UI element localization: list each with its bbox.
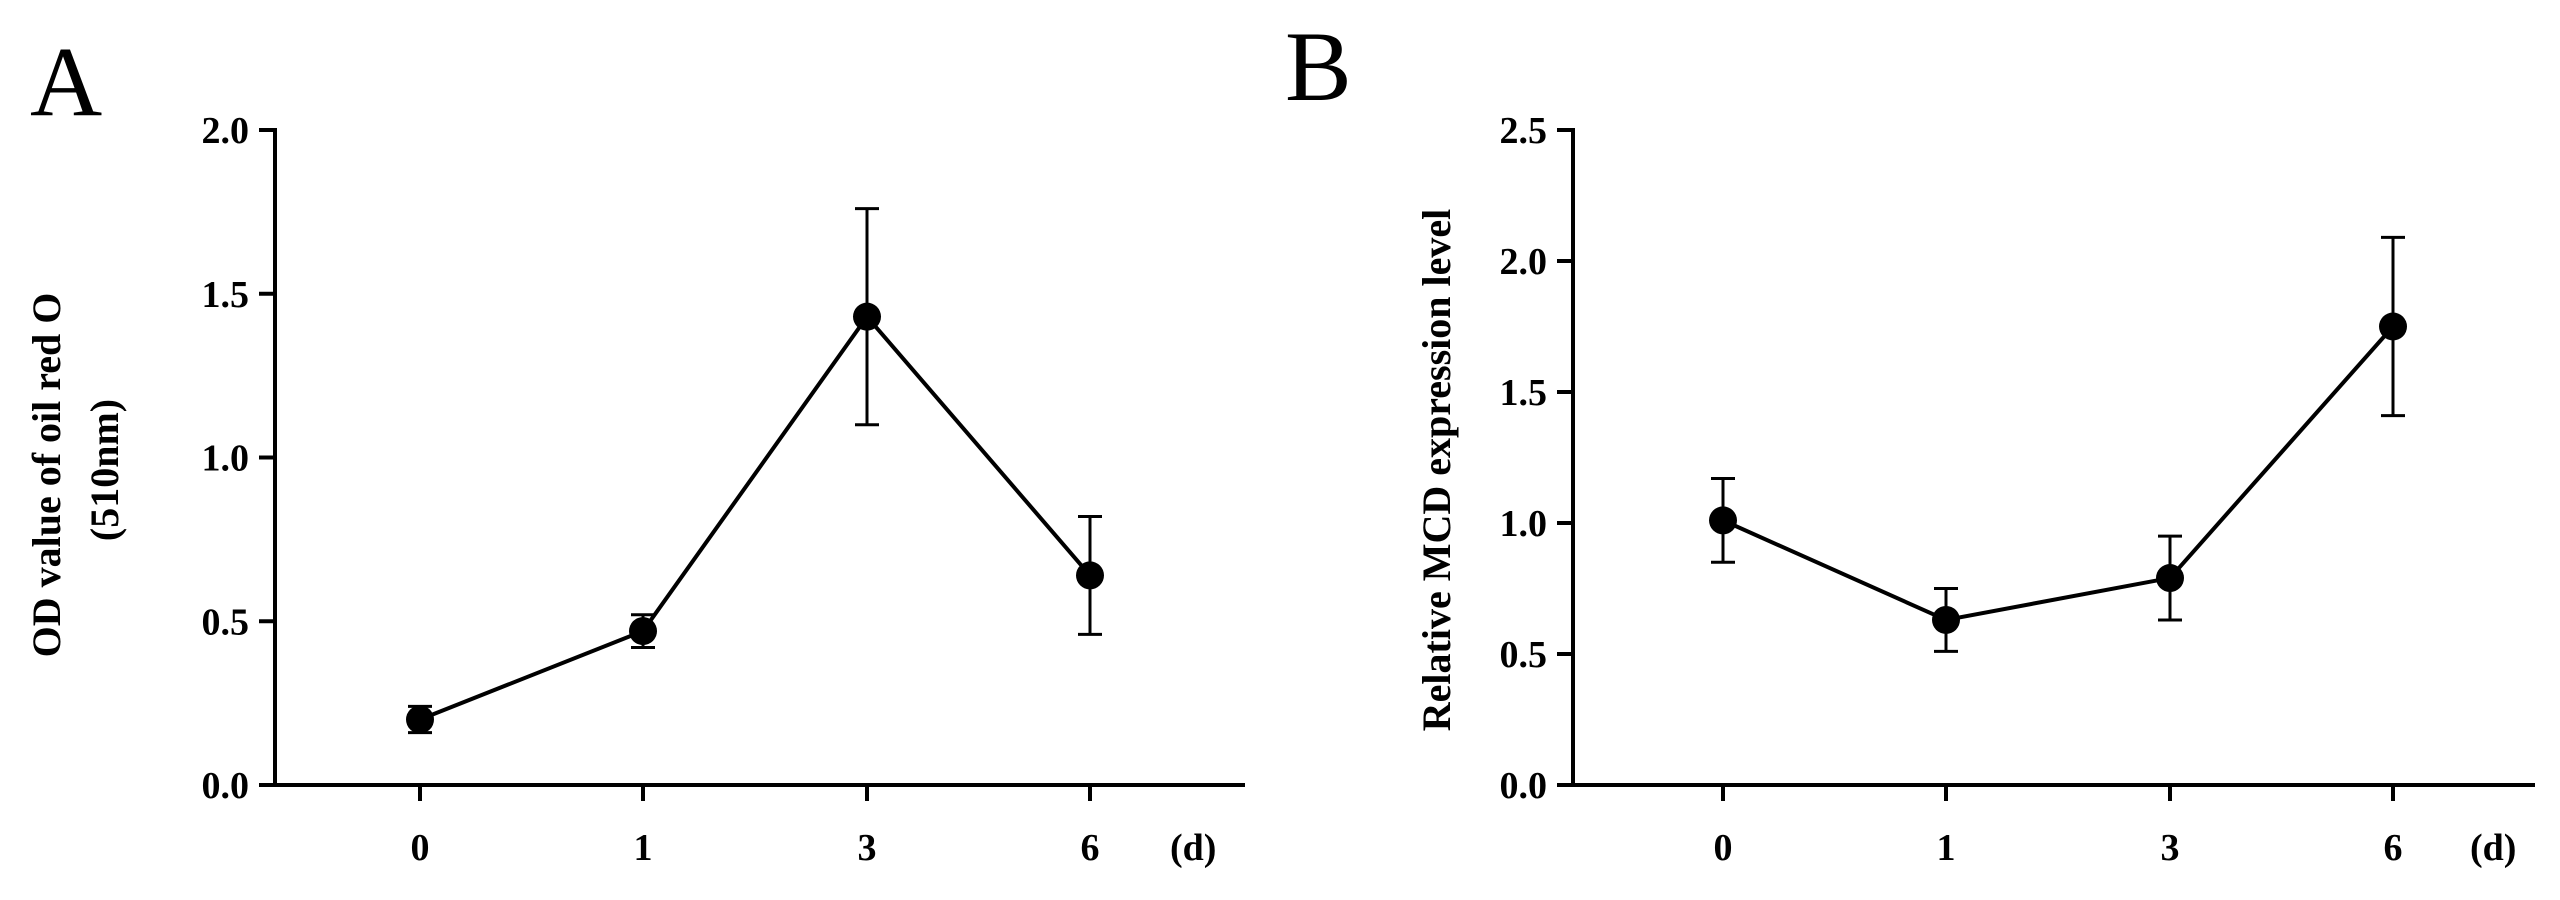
y-tick-label: 1.5 [1500, 372, 1548, 414]
y-axis-label-line-1: OD value of oil red O [24, 293, 69, 658]
y-tick-label: 1.0 [202, 438, 250, 480]
panel-a: A OD value of oil red O (510nm) (d) 0.0 0… [24, 26, 1245, 869]
x-axis-unit-label: (d) [2470, 827, 2516, 869]
data-point [1932, 605, 1960, 634]
x-tick-label: 3 [858, 827, 877, 869]
y-axis-label: Relative MCD expression level [1414, 209, 1459, 731]
y-axis-label-line-1: Relative MCD expression level [1414, 209, 1459, 731]
y-tick-label: 0.0 [1500, 765, 1548, 807]
y-tick-label: 2.0 [202, 110, 250, 152]
data-point [1709, 506, 1737, 535]
y-axis-label: OD value of oil red O (510nm) [24, 283, 127, 658]
y-tick-label: 0.5 [1500, 634, 1548, 676]
y-tick-label: 1.5 [202, 274, 250, 316]
x-tick-label: 3 [2161, 827, 2180, 869]
y-axis-label-line-2: (510nm) [82, 399, 127, 541]
data-point [629, 617, 657, 646]
y-tick-label: 1.0 [1500, 503, 1548, 545]
x-tick-label: 1 [1937, 827, 1956, 869]
y-tick-label: 0.5 [202, 601, 250, 643]
data-point [1076, 561, 1104, 590]
x-tick-label: 6 [1081, 827, 1100, 869]
data-point [2379, 312, 2407, 341]
x-axis-unit-label: (d) [1170, 827, 1216, 869]
y-tick-label: 0.0 [202, 765, 250, 807]
data-point [2156, 564, 2184, 593]
panel-label: A [30, 26, 102, 137]
panel-b: B Relative MCD expression level (d) 0.0 0… [1285, 11, 2535, 869]
x-tick-label: 0 [1714, 827, 1733, 869]
data-point [406, 705, 434, 734]
series-line [419, 313, 1092, 722]
panel-label: B [1285, 11, 1352, 122]
x-tick-label: 0 [411, 827, 430, 869]
x-tick-label: 1 [634, 827, 653, 869]
y-tick-label: 2.0 [1500, 241, 1548, 283]
data-point [853, 302, 881, 331]
y-tick-label: 2.5 [1500, 110, 1548, 152]
x-tick-label: 6 [2384, 827, 2403, 869]
series-line [1722, 325, 2395, 623]
